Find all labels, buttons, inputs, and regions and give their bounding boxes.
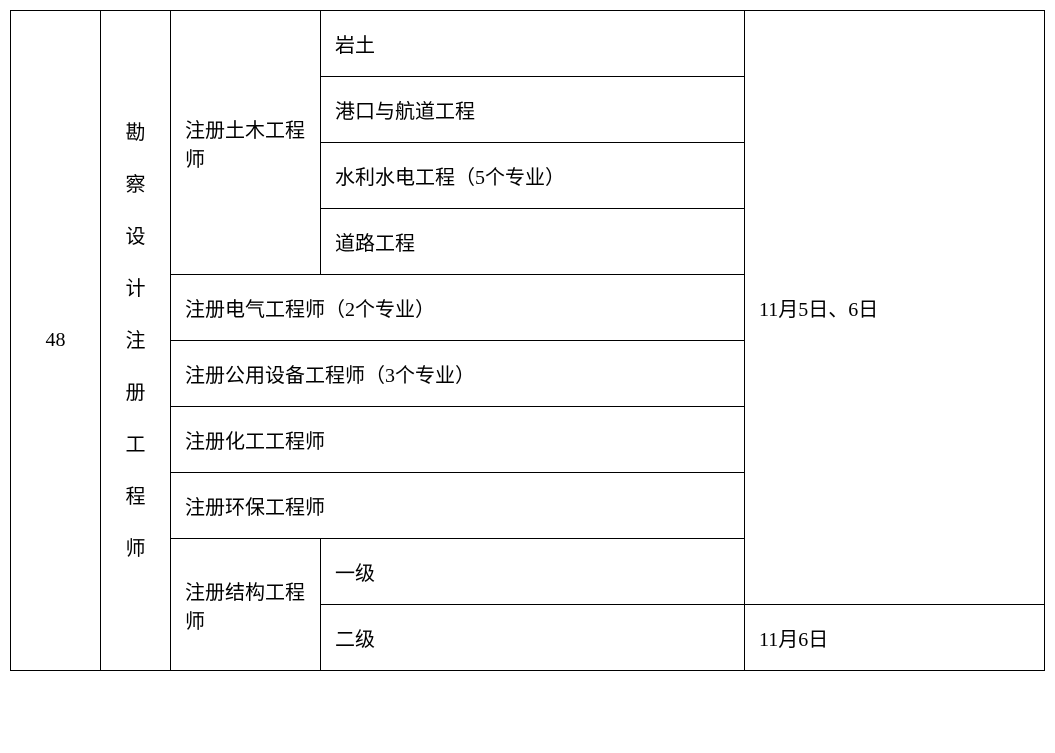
date-main: 11月5日、6日 — [759, 299, 878, 321]
single-row-cell: 注册电气工程师（2个专业） — [171, 275, 745, 341]
single-row-text: 注册公用设备工程师（3个专业） — [185, 365, 475, 387]
date-secondary: 11月6日 — [759, 629, 828, 651]
row-number: 48 — [46, 329, 66, 351]
level-text: 二级 — [335, 629, 375, 651]
structural-engineer-title: 注册结构工程师 — [185, 582, 305, 633]
single-row-text: 注册环保工程师 — [185, 497, 325, 519]
category-cell: 勘察设计注册工程师 — [101, 11, 171, 671]
date-main-cell: 11月5日、6日 — [745, 11, 1045, 605]
spec-cell: 水利水电工程（5个专业） — [321, 143, 745, 209]
single-row-text: 注册化工工程师 — [185, 431, 325, 453]
table-row: 48 勘察设计注册工程师 注册土木工程师 岩土 11月5日、6日 — [11, 11, 1045, 77]
level-text: 一级 — [335, 563, 375, 585]
spec-cell: 港口与航道工程 — [321, 77, 745, 143]
row-number-cell: 48 — [11, 11, 101, 671]
spec-text: 港口与航道工程 — [335, 101, 475, 123]
spec-cell: 道路工程 — [321, 209, 745, 275]
structural-engineer-cell: 注册结构工程师 — [171, 539, 321, 671]
level-cell: 二级 — [321, 605, 745, 671]
date-secondary-cell: 11月6日 — [745, 605, 1045, 671]
spec-cell: 岩土 — [321, 11, 745, 77]
spec-text: 道路工程 — [335, 233, 415, 255]
spec-text: 岩土 — [335, 35, 375, 57]
level-cell: 一级 — [321, 539, 745, 605]
exam-schedule-table: 48 勘察设计注册工程师 注册土木工程师 岩土 11月5日、6日 港口与航道工程… — [10, 10, 1045, 671]
single-row-cell: 注册环保工程师 — [171, 473, 745, 539]
single-row-cell: 注册公用设备工程师（3个专业） — [171, 341, 745, 407]
category-text: 勘察设计注册工程师 — [115, 107, 156, 575]
civil-engineer-title: 注册土木工程师 — [185, 120, 305, 171]
civil-engineer-cell: 注册土木工程师 — [171, 11, 321, 275]
single-row-text: 注册电气工程师（2个专业） — [185, 299, 435, 321]
spec-text: 水利水电工程（5个专业） — [335, 167, 565, 189]
single-row-cell: 注册化工工程师 — [171, 407, 745, 473]
